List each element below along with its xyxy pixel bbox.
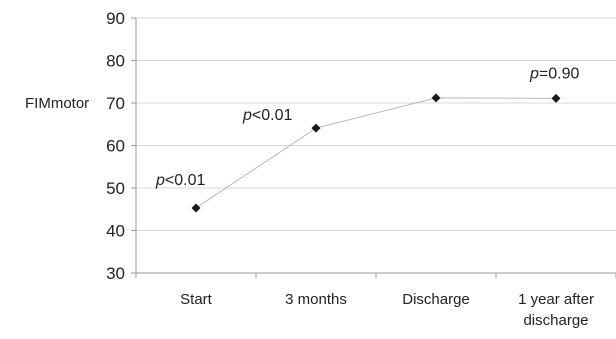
y-axis-label: FIMmotor xyxy=(25,95,89,112)
data-point xyxy=(431,93,441,103)
y-tick-label: 80 xyxy=(106,52,125,71)
p-value-annotation: p<0.01 xyxy=(242,107,292,124)
y-tick-label: 50 xyxy=(106,179,125,198)
x-tick-label: Discharge xyxy=(402,291,470,308)
y-tick-label: 70 xyxy=(106,94,125,113)
data-point xyxy=(311,123,321,133)
data-point xyxy=(191,203,201,213)
x-axis: Start 3 months Discharge 1 year after discha… xyxy=(135,272,616,329)
y-tick-label: 60 xyxy=(106,137,125,156)
series-line-group xyxy=(191,93,561,213)
y-tick-label: 90 xyxy=(106,9,125,28)
p-value-annotation: p<0.01 xyxy=(155,172,205,189)
grid-lines xyxy=(136,17,616,231)
y-tick-label: 40 xyxy=(106,222,125,241)
annotations: p<0.01 p<0.01 p=0.90 xyxy=(155,65,579,189)
data-point xyxy=(551,93,561,103)
x-tick-label: Start xyxy=(180,291,213,308)
series-line xyxy=(195,97,557,209)
y-tick-label: 30 xyxy=(106,264,125,283)
p-value-annotation: p=0.90 xyxy=(529,65,579,82)
x-tick-label: 1 year after discharge xyxy=(518,291,594,329)
x-tick-label: 3 months xyxy=(285,291,347,308)
y-axis: 30 40 50 60 70 80 90 xyxy=(106,9,137,283)
